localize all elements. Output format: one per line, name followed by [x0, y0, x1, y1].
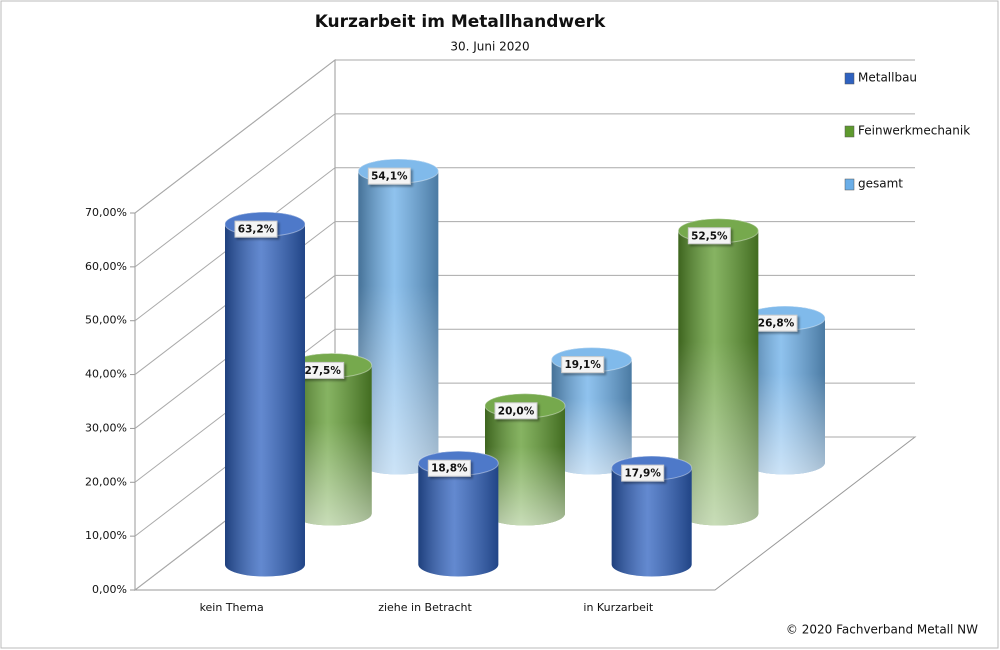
y-tick-label: 20,00% [85, 475, 127, 488]
value-label-box [367, 167, 411, 185]
value-label-box [427, 459, 471, 477]
y-tick-label: 60,00% [85, 260, 127, 273]
bar-fade [678, 218, 759, 526]
legend-label: gesamt [858, 177, 903, 191]
y-tick-label: 30,00% [85, 421, 127, 434]
value-label: 54,1% [371, 171, 408, 183]
bar-shade [225, 212, 305, 577]
bar-fade [485, 393, 565, 526]
value-label: 18,8% [431, 463, 468, 475]
value-label: 26,8% [758, 318, 795, 330]
value-label-box [621, 464, 665, 482]
bar-fade [358, 159, 439, 475]
value-label-box [234, 220, 278, 238]
legend-label: Metallbau [858, 71, 917, 85]
bar-fade [745, 306, 825, 475]
chart-title: Kurzarbeit im Metallhandwerk [315, 12, 606, 32]
chart-subtitle: 30. Juni 2020 [450, 40, 529, 54]
value-label-box [494, 402, 538, 420]
y-tick-label: 0,00% [92, 583, 127, 596]
legend-swatch [844, 178, 855, 191]
grid-line [134, 113, 915, 268]
bar-shade [611, 456, 692, 577]
value-label-box [687, 227, 731, 245]
value-label-box [561, 356, 605, 374]
footer: © 2020 Fachverband Metall NW [786, 623, 978, 637]
grid-line [134, 59, 915, 214]
bar-shade [418, 451, 499, 577]
y-tick-label: 40,00% [85, 368, 127, 381]
y-tick-label: 50,00% [85, 314, 127, 327]
legend-swatch [844, 72, 855, 85]
value-label: 20,0% [498, 405, 535, 417]
bar-fade [291, 353, 372, 526]
x-tick-label: ziehe in Betracht [378, 601, 472, 614]
bar-fade [551, 347, 632, 475]
legend-label: Feinwerkmechanik [858, 124, 970, 138]
legend-swatch [844, 125, 855, 138]
y-tick-label: 70,00% [85, 206, 127, 219]
value-label: 17,9% [624, 468, 661, 480]
x-tick-label: kein Thema [200, 601, 264, 614]
value-label: 63,2% [238, 224, 275, 236]
x-tick-label: in Kurzarbeit [583, 601, 654, 614]
value-label: 19,1% [564, 359, 601, 371]
grid-line [134, 167, 915, 322]
value-label: 27,5% [304, 365, 341, 377]
value-label: 52,5% [691, 230, 728, 242]
plot: 0,00% 10,00% 20,00% 30,00% 40,00% 50,00% 60,00… [85, 58, 970, 614]
y-tick-label: 10,00% [85, 529, 127, 542]
